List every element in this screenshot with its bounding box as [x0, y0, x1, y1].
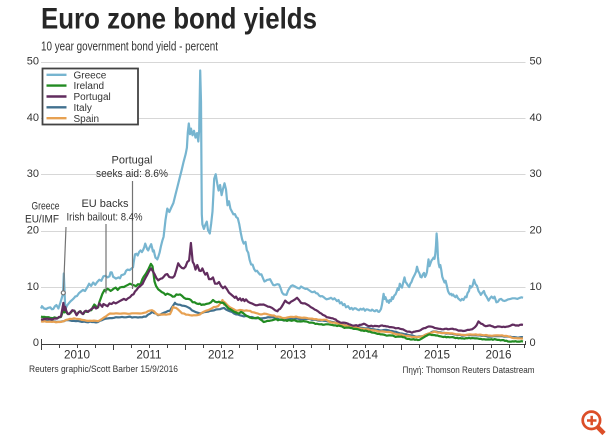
svg-text:Ireland: Ireland [74, 81, 105, 92]
svg-text:0: 0 [33, 337, 39, 349]
svg-text:40: 40 [27, 112, 39, 124]
svg-text:10: 10 [530, 281, 542, 293]
svg-text:20: 20 [27, 225, 39, 237]
svg-text:Greece: Greece [74, 70, 107, 81]
svg-text:40: 40 [530, 112, 542, 124]
svg-text:seeks aid: 8.6%: seeks aid: 8.6% [96, 168, 168, 180]
svg-text:Portugal: Portugal [74, 92, 111, 103]
svg-text:10: 10 [27, 281, 39, 293]
svg-text:2011: 2011 [136, 349, 161, 362]
svg-text:Euro zone bond yields: Euro zone bond yields [41, 2, 317, 35]
svg-text:30: 30 [530, 168, 542, 180]
svg-text:Irish bailout: 8.4%: Irish bailout: 8.4% [67, 212, 143, 224]
svg-text:Reuters graphic/Scott Barber 1: Reuters graphic/Scott Barber 15/9/2016 [29, 364, 178, 374]
svg-text:2015: 2015 [424, 349, 451, 362]
svg-text:EU/IMF: EU/IMF [25, 214, 59, 226]
svg-text:EU backs: EU backs [81, 198, 129, 210]
svg-text:Greece: Greece [32, 201, 60, 213]
svg-text:2010: 2010 [64, 349, 91, 362]
svg-text:50: 50 [27, 56, 39, 68]
svg-text:30: 30 [27, 168, 39, 180]
svg-text:Spain: Spain [74, 114, 100, 125]
svg-text:20: 20 [530, 225, 542, 237]
svg-text:Πηγή: Thomson Reuters Datastre: Πηγή: Thomson Reuters Datastream [403, 365, 535, 375]
svg-text:0: 0 [530, 337, 536, 349]
svg-text:Italy: Italy [74, 103, 92, 114]
svg-text:2013: 2013 [280, 349, 306, 362]
svg-text:10 year government bond yield: 10 year government bond yield - percent [41, 40, 218, 54]
svg-text:2012: 2012 [208, 349, 234, 362]
svg-text:2016: 2016 [485, 349, 511, 362]
svg-text:2014: 2014 [352, 349, 379, 362]
svg-text:Portugal: Portugal [112, 155, 153, 167]
svg-text:50: 50 [530, 56, 542, 68]
